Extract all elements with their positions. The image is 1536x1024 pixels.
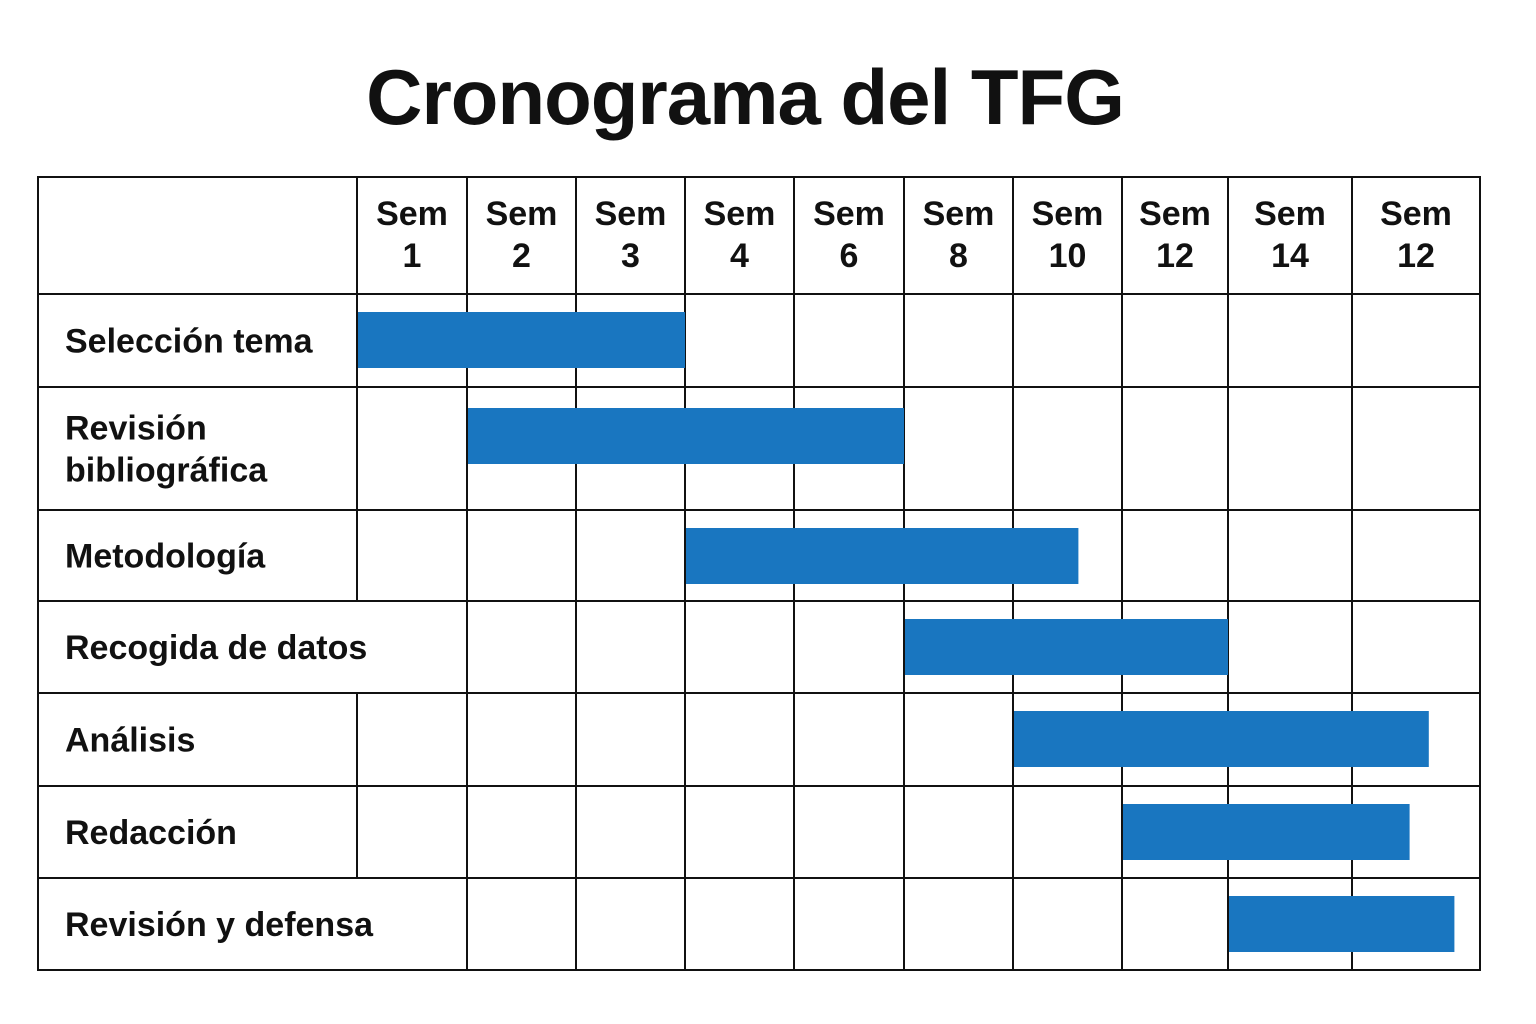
task-label: Análisis xyxy=(65,722,195,760)
week-header-label: 12 xyxy=(1156,237,1194,275)
task-label: Recogida de datos xyxy=(65,629,367,667)
week-header-label: 2 xyxy=(512,237,531,275)
week-header-label: Sem xyxy=(1032,195,1104,233)
task-label: bibliográfica xyxy=(65,452,268,490)
week-header-label: 8 xyxy=(949,237,968,275)
task-label: Selección tema xyxy=(65,323,314,361)
week-header-label: 4 xyxy=(730,237,749,275)
week-header-label: Sem xyxy=(595,195,667,233)
task-label: Metodología xyxy=(65,538,266,576)
week-header-label: 6 xyxy=(840,237,859,275)
chart-title: Cronograma del TFG xyxy=(366,53,1125,141)
week-header-label: 1 xyxy=(403,237,422,275)
task-bar xyxy=(1123,804,1410,860)
week-header-label: Sem xyxy=(813,195,885,233)
task-bar xyxy=(358,312,685,368)
week-header-label: Sem xyxy=(923,195,995,233)
task-label: Revisión xyxy=(65,410,207,448)
week-header-label: Sem xyxy=(1254,195,1326,233)
week-header-label: 12 xyxy=(1397,237,1435,275)
week-header-label: Sem xyxy=(486,195,558,233)
week-header-label: 14 xyxy=(1271,237,1309,275)
week-header-label: 10 xyxy=(1049,237,1087,275)
task-bar xyxy=(468,408,904,464)
week-header-label: Sem xyxy=(704,195,776,233)
week-header-label: Sem xyxy=(1380,195,1452,233)
table-frame xyxy=(37,176,1481,971)
task-bar xyxy=(686,528,1079,584)
task-bar xyxy=(1014,711,1429,767)
week-header-label: Sem xyxy=(376,195,448,233)
task-bar xyxy=(1229,896,1455,952)
task-label: Redacción xyxy=(65,814,237,852)
task-label: Revisión y defensa xyxy=(65,906,374,944)
week-header-label: 3 xyxy=(621,237,640,275)
task-bar xyxy=(905,619,1228,675)
week-header-label: Sem xyxy=(1139,195,1211,233)
